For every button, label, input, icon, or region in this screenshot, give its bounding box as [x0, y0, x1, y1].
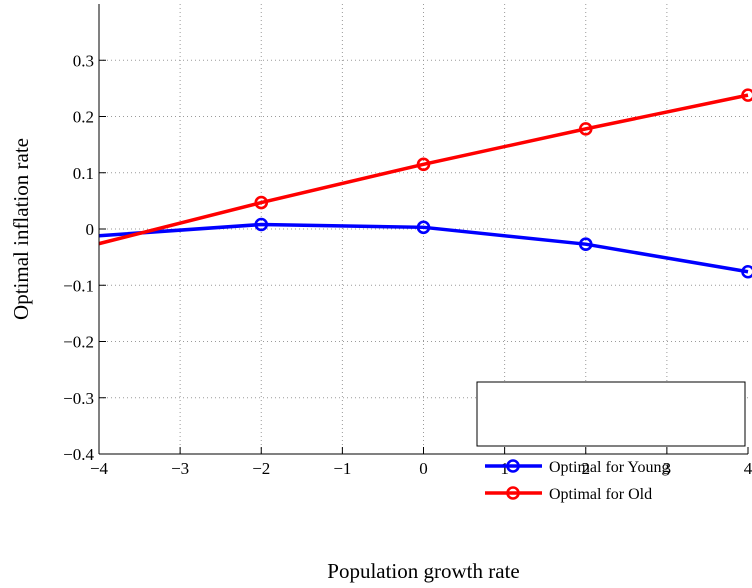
y-tick-label: 0.1 — [73, 164, 94, 183]
y-axis-label: Optimal inflation rate — [9, 138, 33, 320]
y-tick-label: 0.2 — [73, 108, 94, 127]
y-tick-label: −0.4 — [63, 445, 94, 464]
y-tick-label: −0.1 — [63, 276, 94, 295]
y-tick-label: 0 — [86, 220, 95, 239]
y-tick-label: −0.3 — [63, 389, 94, 408]
x-tick-label: 4 — [744, 459, 752, 478]
x-tick-label: −2 — [252, 459, 270, 478]
legend-entry-label: Optimal for Old — [549, 486, 652, 503]
x-axis-label: Population growth rate — [327, 559, 519, 583]
legend-box — [477, 382, 745, 446]
x-tick-label: −3 — [171, 459, 189, 478]
legend-entry-label: Optimal for Young — [549, 459, 669, 476]
y-tick-label: −0.2 — [63, 333, 94, 352]
legend: Optimal for Young Optimal for Old — [477, 382, 745, 503]
x-tick-label: 0 — [419, 459, 428, 478]
x-tick-label: −1 — [333, 459, 351, 478]
series-layer — [99, 90, 752, 278]
y-tick-label: 0.3 — [73, 51, 94, 70]
